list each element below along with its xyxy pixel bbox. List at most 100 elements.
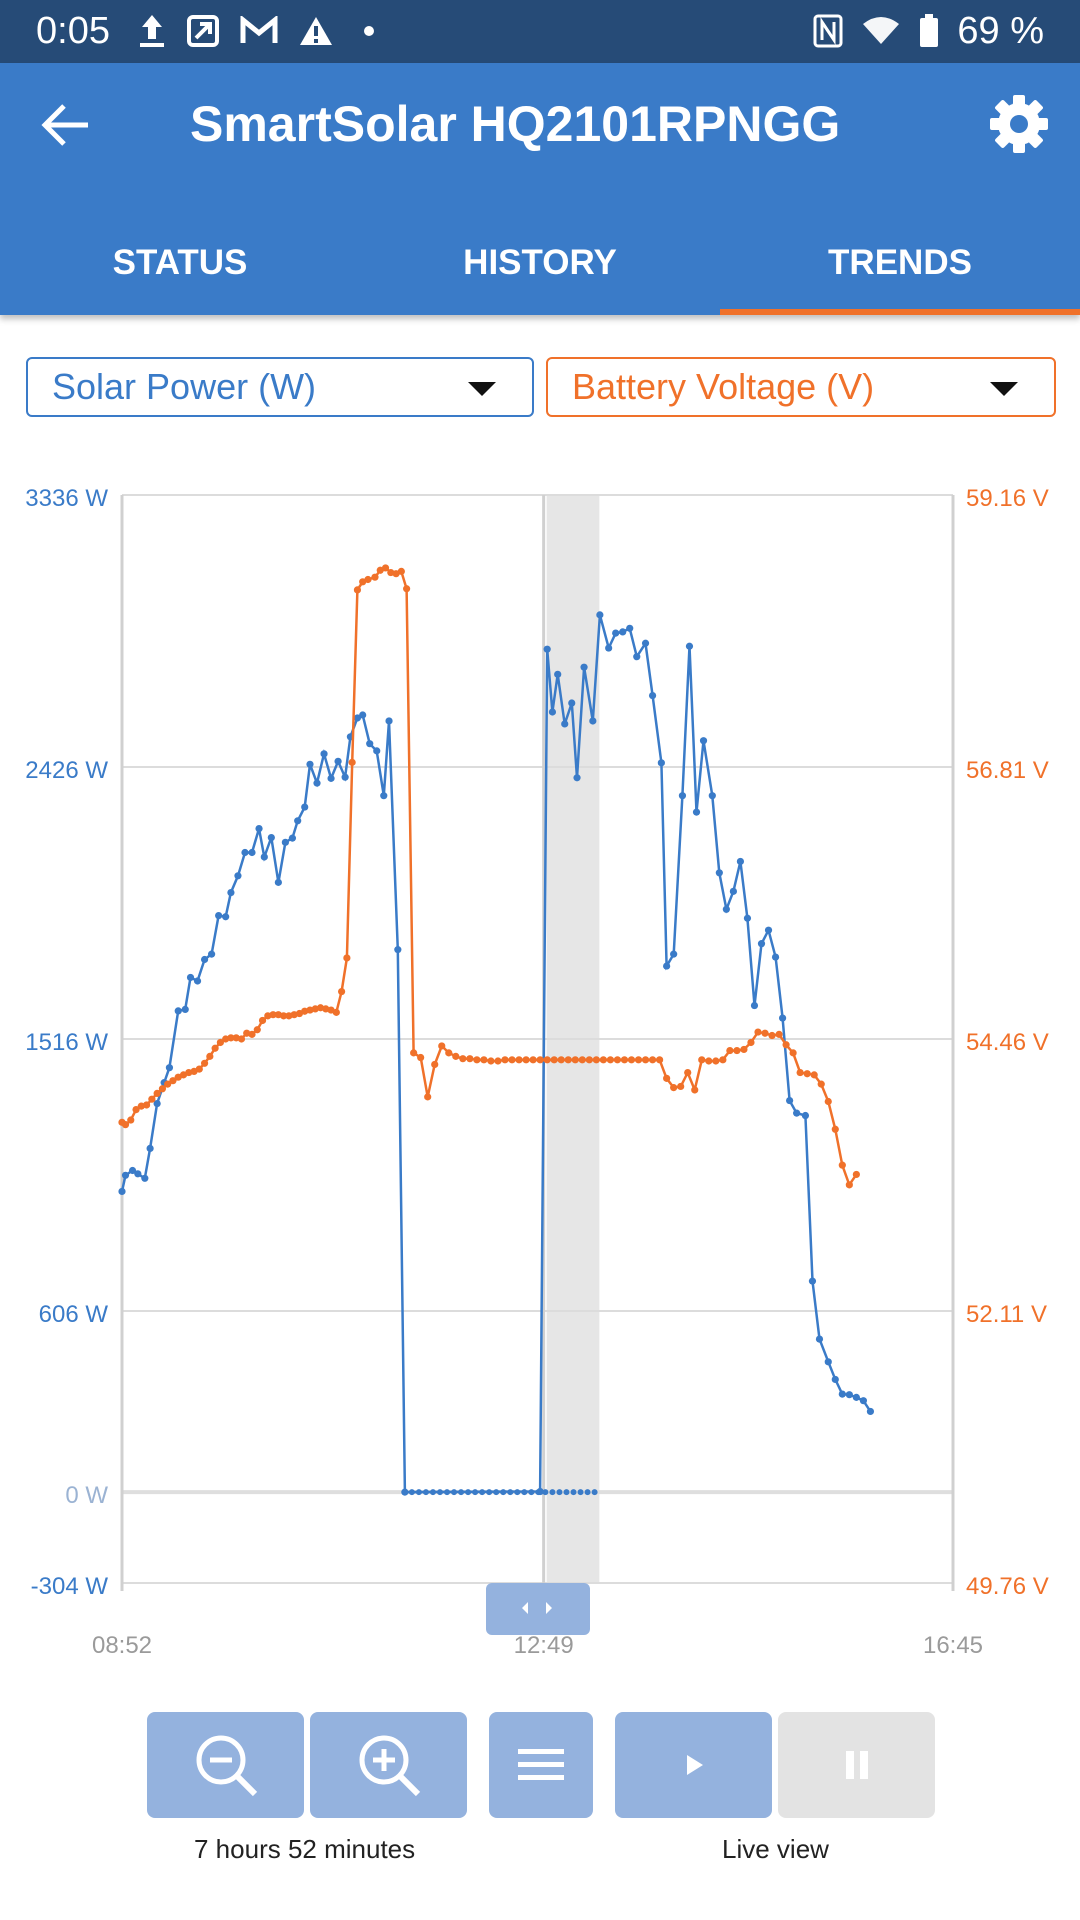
data-point <box>570 1489 577 1496</box>
back-arrow-icon[interactable] <box>38 98 92 152</box>
data-point <box>431 1060 439 1069</box>
data-point <box>371 573 379 581</box>
tab-history[interactable]: HISTORY <box>463 243 617 282</box>
data-point <box>255 824 263 833</box>
zoom-in-button[interactable] <box>310 1712 467 1818</box>
data-point <box>465 1489 472 1496</box>
gear-icon[interactable] <box>988 93 1050 155</box>
data-point <box>514 1489 521 1496</box>
zoom-caption: 7 hours 52 minutes <box>194 1834 416 1864</box>
data-point <box>866 1407 875 1416</box>
data-point <box>808 1277 817 1285</box>
battery-percent: 69 % <box>957 9 1044 52</box>
data-point <box>677 1082 685 1091</box>
play-button[interactable] <box>615 1712 772 1818</box>
data-point <box>750 1001 759 1010</box>
status-time: 0:05 <box>36 10 110 52</box>
data-point <box>634 1056 643 1064</box>
data-point <box>554 670 562 678</box>
nfc-icon <box>813 14 843 48</box>
trend-chart[interactable]: 3336 W 2426 W 1516 W 606 W 0 W -304 W 59.16 V 5… <box>0 460 1080 1680</box>
data-point <box>195 1065 203 1073</box>
data-point <box>838 1390 846 1398</box>
data-point <box>479 1489 486 1496</box>
data-point <box>708 792 716 800</box>
data-point <box>641 1056 650 1064</box>
data-point <box>678 792 687 800</box>
data-point <box>663 1074 671 1082</box>
data-point <box>698 1056 706 1064</box>
data-point <box>327 774 335 782</box>
data-point <box>726 1046 734 1055</box>
series-line-battery-voltage <box>121 566 858 1188</box>
zoom-out-button[interactable] <box>147 1712 304 1818</box>
pause-button[interactable] <box>778 1712 935 1818</box>
data-point <box>536 1056 544 1064</box>
data-point <box>838 1161 846 1169</box>
wifi-icon <box>863 17 900 44</box>
data-point <box>241 848 249 857</box>
chevron-down-icon <box>990 382 1018 396</box>
data-point <box>691 1086 699 1094</box>
left-axis-tick: 1516 W <box>25 1029 108 1056</box>
tab-trends[interactable]: TRENDS <box>720 213 1080 315</box>
data-point <box>234 872 242 880</box>
tab-status[interactable]: STATUS <box>112 243 248 282</box>
data-point <box>817 1080 825 1088</box>
data-point <box>563 1489 570 1496</box>
data-point <box>394 946 402 954</box>
status-bar: 0:05 69 % <box>0 0 1080 63</box>
data-point <box>670 950 678 958</box>
data-point <box>381 564 390 572</box>
data-point <box>313 779 321 787</box>
live-view-caption: Live view <box>722 1834 829 1864</box>
data-point <box>557 1056 565 1064</box>
data-point <box>127 1116 135 1124</box>
right-series-label: Battery Voltage (V) <box>572 366 875 407</box>
data-point <box>619 628 627 636</box>
data-point <box>227 1034 235 1042</box>
data-point <box>260 853 268 861</box>
menu-button[interactable] <box>489 1712 593 1818</box>
data-point <box>174 1007 182 1015</box>
data-point <box>169 1077 177 1085</box>
left-series-label: Solar Power (W) <box>52 366 317 407</box>
data-point <box>501 1056 509 1064</box>
data-point <box>831 1125 839 1133</box>
data-point <box>580 663 588 671</box>
data-point <box>824 1358 832 1366</box>
data-point <box>803 1070 811 1078</box>
data-point <box>633 653 641 661</box>
system-icons: 69 % <box>813 8 1044 54</box>
data-point <box>685 642 694 650</box>
data-point <box>550 1056 558 1064</box>
data-point <box>656 1056 664 1064</box>
left-axis-tick: 2426 W <box>25 757 108 784</box>
data-point <box>134 1170 142 1178</box>
data-point <box>508 1056 516 1064</box>
data-point <box>444 1489 451 1496</box>
data-point <box>564 1056 572 1064</box>
right-series-dropdown[interactable]: Battery Voltage (V) <box>546 357 1056 417</box>
chevron-down-icon <box>468 382 496 396</box>
data-point <box>408 1489 415 1496</box>
data-point <box>422 1489 429 1496</box>
data-point <box>186 973 195 982</box>
data-point <box>845 1181 853 1189</box>
data-point <box>764 926 773 934</box>
more-dot-icon <box>364 26 374 36</box>
data-point <box>480 1056 488 1064</box>
upload-icon <box>140 15 164 47</box>
data-point <box>612 629 620 637</box>
right-axis-tick: 59.16 V <box>966 485 1049 512</box>
data-point <box>591 1489 598 1496</box>
data-point <box>782 1041 790 1049</box>
left-series-dropdown[interactable]: Solar Power (W) <box>26 357 534 417</box>
data-point <box>771 953 780 961</box>
data-point <box>417 1053 425 1062</box>
data-point <box>253 1026 261 1034</box>
data-point <box>248 848 256 857</box>
data-point <box>410 1049 418 1057</box>
data-point <box>165 1064 174 1072</box>
data-point <box>141 1174 149 1182</box>
